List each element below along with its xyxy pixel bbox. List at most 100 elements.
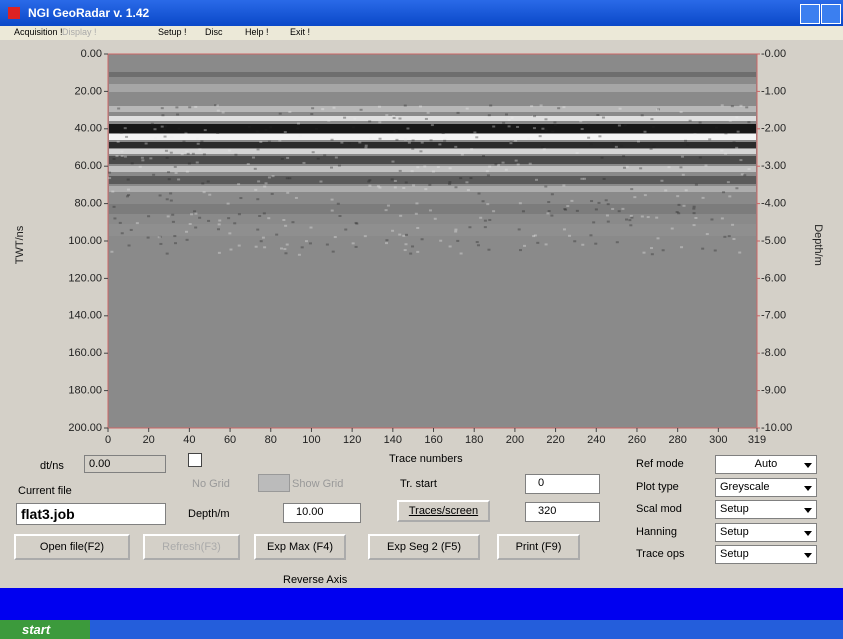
action-button[interactable]: Open file(F2)	[14, 534, 130, 560]
setting-dropdown[interactable]: Greyscale	[715, 478, 817, 497]
noise	[326, 244, 329, 246]
noise	[576, 152, 579, 154]
noise	[203, 153, 206, 155]
noise	[731, 105, 734, 107]
checkbox[interactable]	[188, 453, 202, 467]
noise	[228, 232, 231, 234]
noise	[505, 169, 508, 171]
noise	[284, 225, 287, 227]
noise	[385, 239, 388, 241]
menu-item[interactable]: Setup !	[158, 27, 187, 37]
noise	[630, 215, 633, 217]
noise	[611, 208, 614, 210]
noise	[331, 210, 334, 212]
start-button[interactable]: start	[0, 620, 90, 639]
left-tick-label: 20.00	[74, 85, 102, 97]
noise	[147, 215, 150, 217]
action-button[interactable]: Print (F9)	[497, 534, 580, 560]
noise	[394, 180, 397, 182]
noise	[164, 136, 167, 138]
close-button[interactable]	[821, 4, 841, 24]
right-tick-label: -5.00	[761, 235, 786, 247]
menu-item[interactable]: Disc	[205, 27, 223, 37]
noise	[338, 215, 341, 217]
noise	[699, 156, 702, 158]
noise	[415, 213, 418, 215]
noise	[312, 151, 315, 153]
left-tick-label: 40.00	[74, 123, 102, 135]
noise	[207, 180, 210, 182]
noise	[167, 171, 170, 173]
bottom-tick-label: 319	[748, 434, 766, 446]
noise	[482, 200, 485, 202]
noise	[562, 184, 565, 186]
noise	[152, 174, 155, 176]
left-axis-label: TWT/ns	[14, 225, 26, 264]
title-bar: NGI GeoRadar v. 1.42	[0, 0, 843, 26]
noise	[149, 157, 152, 159]
noise	[644, 194, 647, 196]
noise	[427, 112, 430, 114]
menu-item[interactable]: Help !	[245, 27, 269, 37]
noise	[693, 206, 696, 208]
noise	[165, 150, 168, 152]
noise	[392, 161, 395, 163]
noise	[394, 186, 397, 188]
bottom-tick-label: 100	[302, 434, 320, 446]
noise	[641, 215, 644, 217]
noise	[444, 138, 447, 140]
noise	[139, 166, 142, 168]
menu-item[interactable]: Exit !	[290, 27, 310, 37]
setting-dropdown[interactable]: Setup	[715, 545, 817, 564]
noise	[650, 118, 653, 120]
setting-dropdown[interactable]: Setup	[715, 500, 817, 519]
traces-screen-button[interactable]: Traces/screen	[397, 500, 490, 522]
noise	[465, 181, 468, 183]
noise	[643, 131, 646, 133]
noise	[448, 183, 451, 185]
current-file[interactable]: flat3.job	[16, 503, 166, 525]
noise	[724, 132, 727, 134]
noise	[352, 126, 355, 128]
noise	[695, 184, 698, 186]
noise	[580, 178, 583, 180]
action-button[interactable]: Exp Seg 2 (F5)	[368, 534, 480, 560]
noise	[275, 234, 278, 236]
noise	[145, 143, 148, 145]
noise	[660, 180, 663, 182]
setting-dropdown[interactable]: Auto	[715, 455, 817, 474]
noise	[181, 153, 184, 155]
dt-value[interactable]: 0.00	[84, 455, 166, 473]
menu-item[interactable]: Acquisition !	[14, 27, 63, 37]
noise	[647, 216, 650, 218]
noise	[167, 215, 170, 217]
noise	[728, 195, 731, 197]
noise	[317, 158, 320, 160]
maximize-button[interactable]	[800, 4, 820, 24]
noise	[668, 166, 671, 168]
noise	[218, 220, 221, 222]
depth-input[interactable]: 10.00	[283, 503, 361, 523]
noise	[127, 179, 130, 181]
noise	[505, 113, 508, 115]
menu-item[interactable]: Display !	[62, 27, 97, 37]
noise	[188, 106, 191, 108]
traces-screen-input[interactable]: 320	[525, 502, 600, 522]
noise	[170, 200, 173, 202]
noise	[566, 205, 569, 207]
tr-start-input[interactable]: 0	[525, 474, 600, 494]
noise	[724, 153, 727, 155]
left-tick-label: 80.00	[74, 198, 102, 210]
action-button[interactable]: Refresh(F3)	[143, 534, 240, 560]
noise	[188, 163, 191, 165]
noise	[722, 191, 725, 193]
noise	[594, 243, 597, 245]
setting-dropdown[interactable]: Setup	[715, 523, 817, 542]
noise	[265, 182, 268, 184]
grid-switch[interactable]	[258, 474, 290, 492]
noise	[158, 236, 161, 238]
noise	[486, 203, 489, 205]
noise	[197, 143, 200, 145]
noise	[340, 142, 343, 144]
action-button[interactable]: Exp Max (F4)	[254, 534, 346, 560]
